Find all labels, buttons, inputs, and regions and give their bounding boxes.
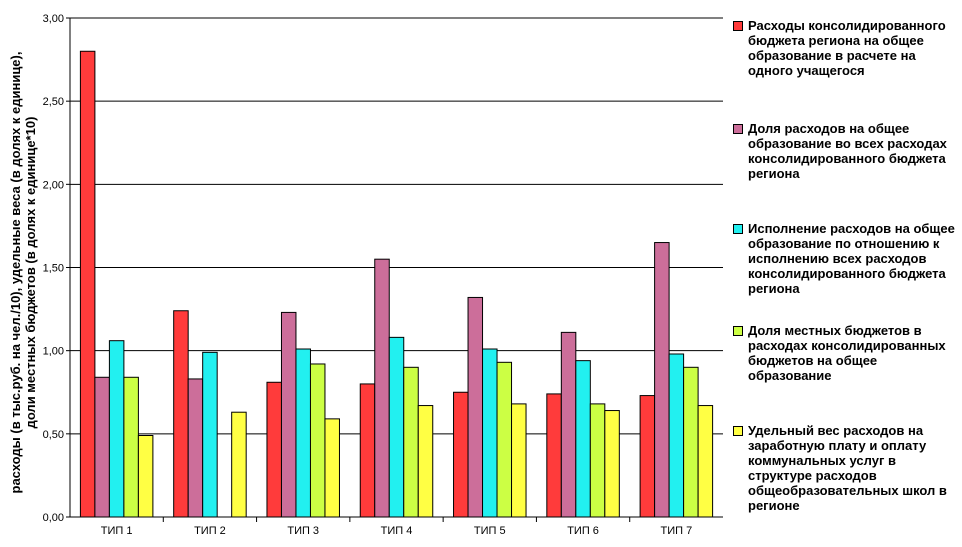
bar (280, 311, 297, 518)
bar (94, 376, 110, 518)
y-tick-label: 1,00 (43, 346, 64, 358)
bar (668, 353, 685, 518)
y-axis-label-container: расходы (в тыс.руб. на чел./10), удельны… (3, 0, 43, 547)
x-tick-label: ТИП 3 (287, 525, 319, 537)
bar (359, 383, 376, 518)
y-tick-label: 3,00 (43, 13, 64, 25)
bar (123, 376, 139, 518)
bar (683, 366, 699, 518)
bar (187, 378, 204, 518)
bar (374, 258, 390, 518)
y-tick-label: 0,50 (43, 429, 64, 441)
bar (309, 363, 326, 518)
legend-swatch (733, 124, 743, 134)
legend-swatch (733, 224, 743, 234)
bar (202, 351, 218, 518)
bar (546, 393, 562, 518)
x-tick-label: ТИП 4 (381, 525, 413, 537)
bars (79, 50, 714, 518)
bar (453, 391, 469, 518)
x-tick-label: ТИП 1 (101, 525, 133, 537)
y-tick-labels: 0,00 0,50 1,00 1,50 2,00 2,50 3,00 (43, 13, 64, 524)
legend-label: Доля местных бюджетов в расходах консоли… (748, 323, 946, 383)
bar (324, 418, 340, 518)
legend-swatch (733, 21, 743, 31)
bar (417, 405, 434, 518)
legend-item: Расходы консолидированного бюджета регио… (733, 18, 959, 78)
bar (108, 340, 125, 518)
x-tick-label: ТИП 6 (567, 525, 599, 537)
x-tick-label: ТИП 5 (474, 525, 506, 537)
bar (482, 348, 498, 518)
legend-label: Доля расходов на общее образование во вс… (748, 121, 947, 181)
x-tick-label: ТИП 2 (194, 525, 226, 537)
bar (697, 405, 714, 518)
bar (575, 360, 591, 518)
bar (173, 310, 189, 518)
bar (654, 242, 670, 518)
legend-label: Расходы консолидированного бюджета регио… (748, 18, 946, 78)
bar (589, 403, 606, 518)
bar (639, 395, 656, 518)
bar (388, 336, 405, 518)
y-tick-label: 0,00 (43, 512, 64, 524)
axes (66, 17, 723, 522)
bar (604, 410, 620, 518)
x-tick-label: ТИП 7 (660, 525, 692, 537)
y-tick-label: 1,50 (43, 263, 64, 275)
bar (137, 434, 154, 518)
legend-swatch (733, 426, 743, 436)
bar (231, 411, 247, 518)
bar (295, 348, 311, 518)
bar (560, 331, 577, 518)
legend-item: Доля местных бюджетов в расходах консоли… (733, 323, 959, 383)
bar (496, 361, 513, 518)
y-tick-label: 2,00 (43, 179, 64, 191)
bar (79, 50, 96, 518)
legend-item: Удельный вес расходов на заработную плат… (733, 423, 959, 513)
legend-swatch (733, 326, 743, 336)
y-tick-label: 2,50 (43, 96, 64, 108)
bar (403, 366, 419, 518)
legend-label: Исполнение расходов на общее образование… (748, 221, 955, 296)
legend-item: Исполнение расходов на общее образование… (733, 221, 959, 296)
bar (467, 296, 484, 518)
bar (266, 381, 282, 518)
bar (511, 403, 527, 518)
x-tick-labels: ТИП 1 ТИП 2 ТИП 3 ТИП 4 ТИП 5 ТИП 6 ТИП 7 (101, 525, 692, 537)
legend-item: Доля расходов на общее образование во вс… (733, 121, 959, 181)
y-axis-label: расходы (в тыс.руб. на чел./10), удельны… (8, 51, 38, 493)
legend-label: Удельный вес расходов на заработную плат… (748, 423, 947, 513)
